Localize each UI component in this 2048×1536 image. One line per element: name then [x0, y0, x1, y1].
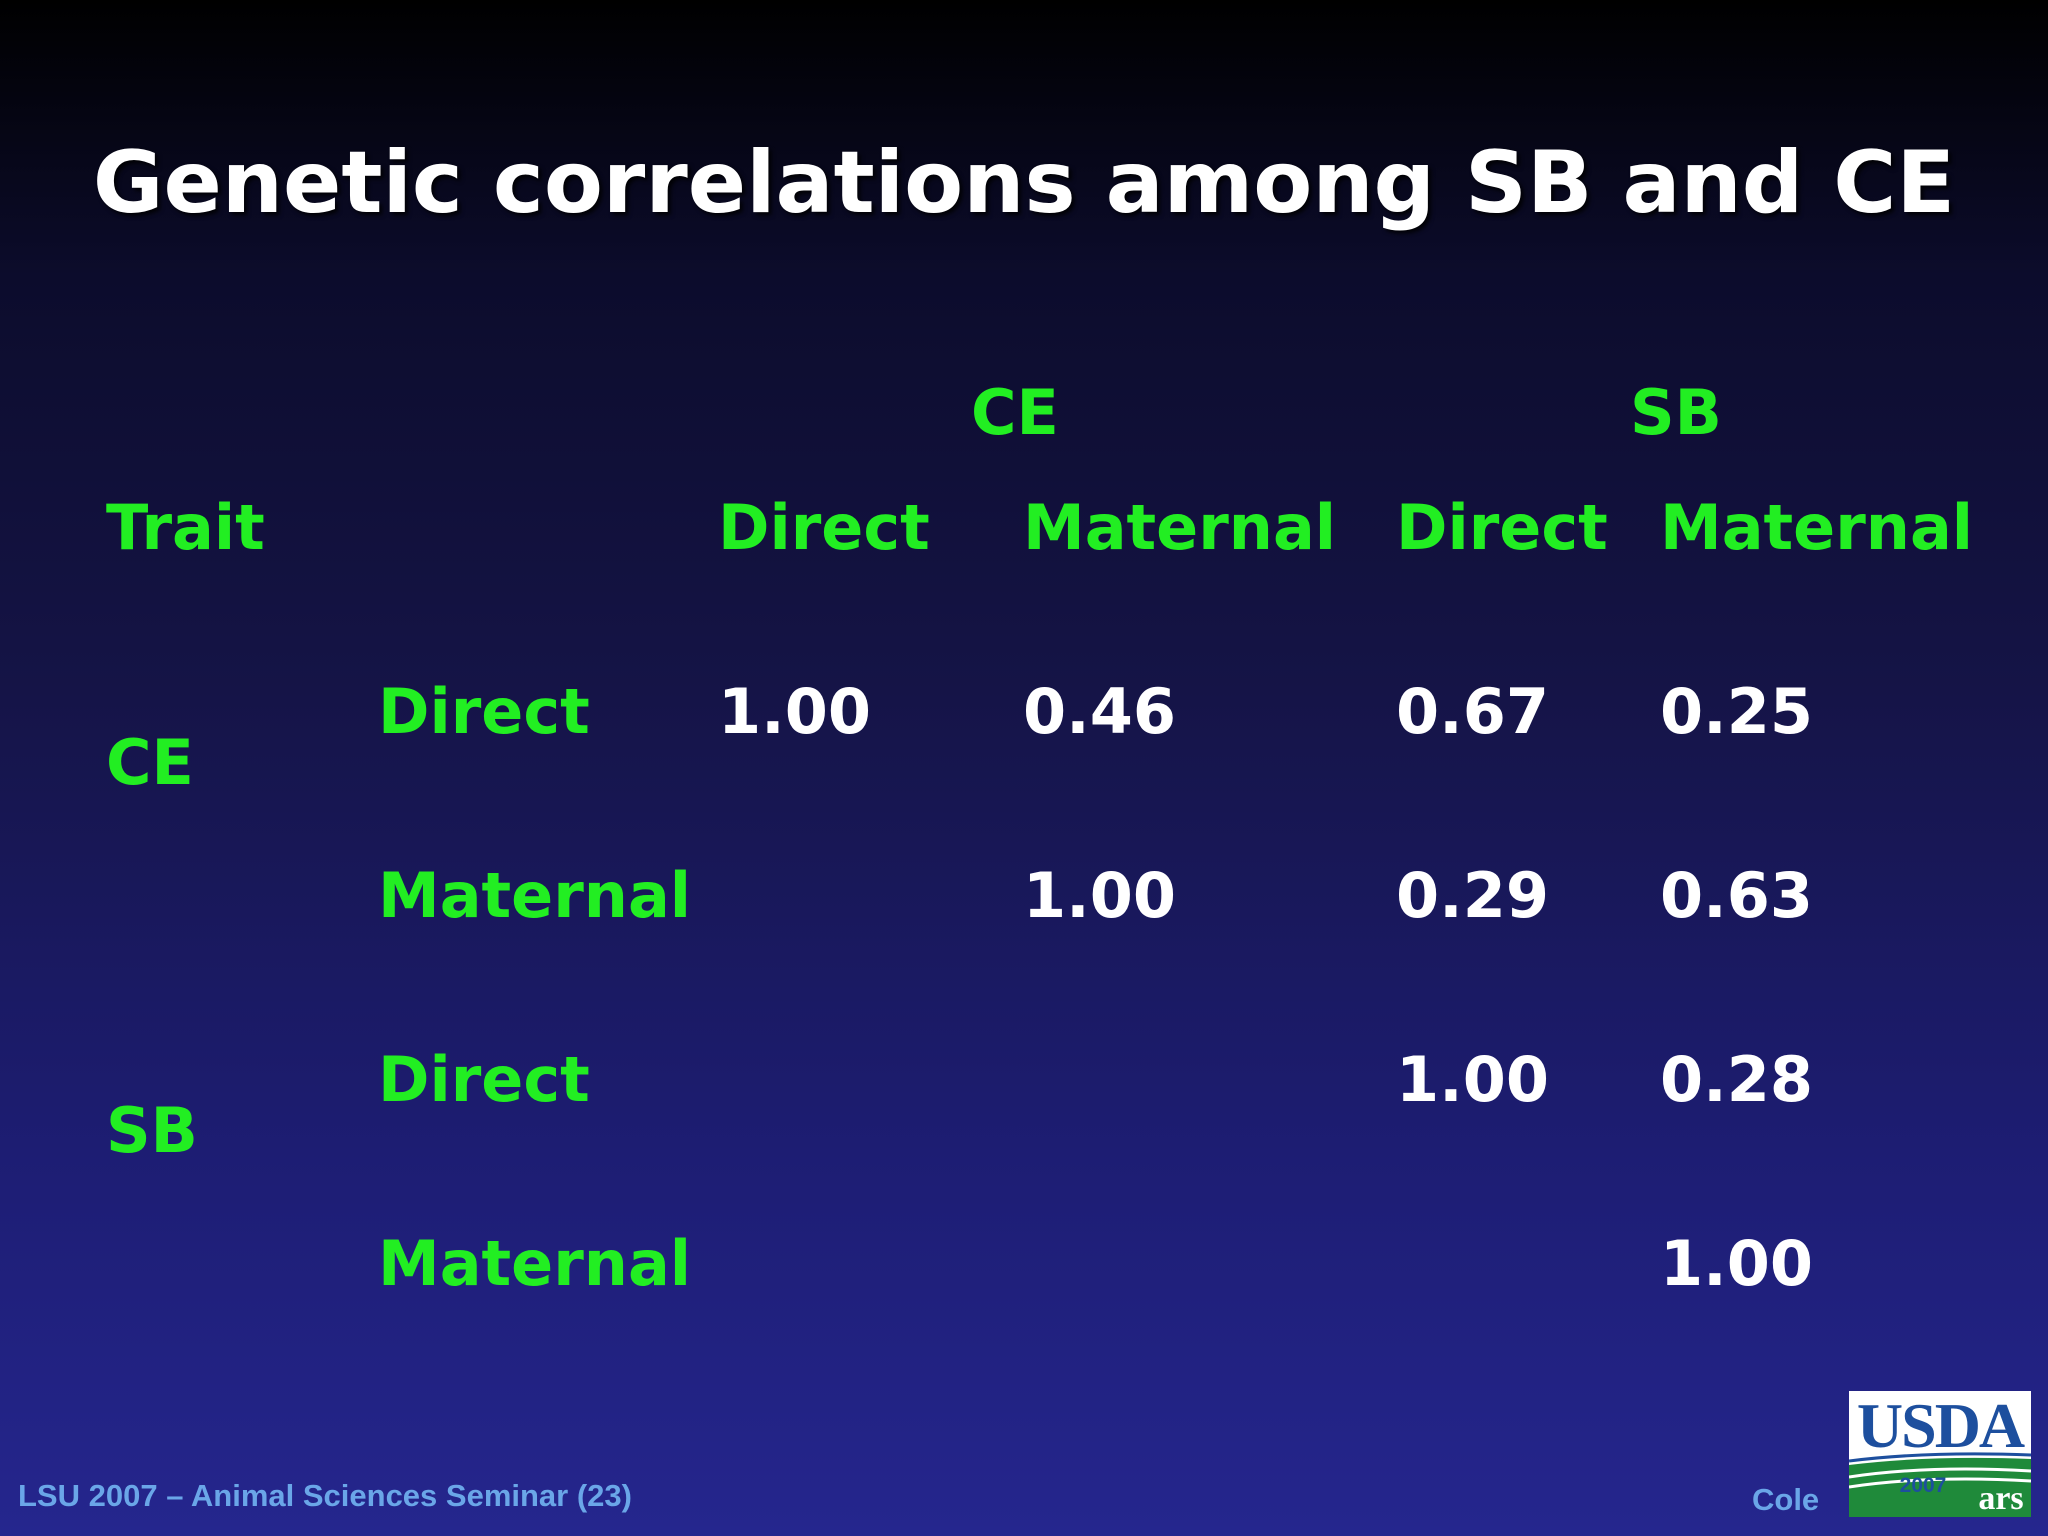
column-header-ce-maternal: Maternal — [1023, 491, 1337, 564]
column-header-sb-direct: Direct — [1396, 491, 1608, 564]
logo-wordmark: USDA — [1856, 1391, 2025, 1461]
table-cell: 1.00 — [718, 675, 871, 748]
footer-author: Cole — [1752, 1482, 1820, 1517]
table-cell: 0.28 — [1660, 1043, 1813, 1116]
logo-year-badge: 2007 — [1899, 1474, 1947, 1497]
table-cell: 0.46 — [1023, 675, 1176, 748]
row-effect-label: Direct — [378, 675, 590, 748]
trait-header: Trait — [106, 491, 265, 564]
table-cell: 0.63 — [1660, 859, 1813, 932]
slide-title: Genetic correlations among SB and CE — [92, 133, 1956, 233]
table-cell: 0.67 — [1396, 675, 1549, 748]
table-cell: 0.25 — [1660, 675, 1813, 748]
usda-ars-logo-icon: USDA ars — [1849, 1391, 2031, 1517]
row-effect-label: Maternal — [378, 859, 692, 932]
column-header-sb-maternal: Maternal — [1660, 491, 1974, 564]
table-cell: 0.29 — [1396, 859, 1549, 932]
table-cell: 1.00 — [1396, 1043, 1549, 1116]
group-header-sb: SB — [1630, 376, 1722, 449]
trait-group-ce: CE — [106, 726, 194, 799]
group-header-ce: CE — [971, 376, 1059, 449]
row-effect-label: Direct — [378, 1043, 590, 1116]
row-effect-label: Maternal — [378, 1227, 692, 1300]
svg-text:ars: ars — [1978, 1480, 2023, 1517]
logo-field-graphic: ars — [1849, 1452, 2031, 1517]
table-cell: 1.00 — [1660, 1227, 1813, 1300]
column-header-ce-direct: Direct — [718, 491, 930, 564]
table-cell: 1.00 — [1023, 859, 1176, 932]
trait-group-sb: SB — [106, 1094, 198, 1167]
footer-seminar-label: LSU 2007 – Animal Sciences Seminar (23) — [18, 1478, 632, 1513]
